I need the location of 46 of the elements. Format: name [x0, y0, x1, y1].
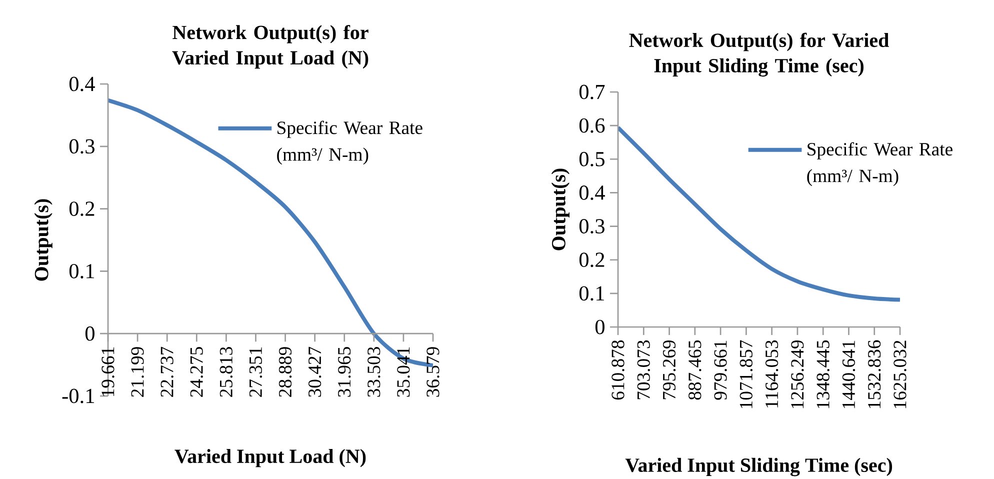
- x-tick-label: 887.465: [688, 340, 702, 400]
- x-tick-label: 22.737: [160, 346, 174, 397]
- y-tick-label: 0.4: [69, 76, 95, 92]
- x-tick-label: 1256.249: [791, 340, 804, 408]
- legend-label: Specific Wear Rate (mm³/ N-m): [807, 142, 952, 186]
- chart-title: Network Output(s) for Varied Input Load (N): [172, 24, 368, 69]
- y-tick-label: -0.1: [62, 388, 94, 404]
- x-tick-label: 21.199: [131, 347, 144, 397]
- y-tick-label: 0: [595, 320, 604, 334]
- y-tick-label: 0.3: [69, 139, 94, 154]
- y-tick-label: 0.1: [579, 286, 604, 301]
- x-tick-label: 27.351: [249, 347, 262, 397]
- x-tick-label: 25.813: [220, 347, 233, 397]
- x-tick-label: 24.275: [190, 347, 203, 397]
- y-tick-label: 0: [85, 326, 94, 341]
- y-tick-label: 0.3: [579, 219, 604, 234]
- x-tick-label: 35.041: [397, 347, 410, 397]
- x-axis-title: Varied Input Sliding Time (sec): [625, 458, 892, 476]
- x-tick-label: 795.269: [662, 340, 676, 400]
- x-tick-label: 979.661: [714, 340, 727, 400]
- y-tick-label: 0.1: [69, 264, 94, 278]
- x-tick-label: 28.889: [278, 347, 292, 397]
- y-tick-label: 0.2: [69, 202, 94, 216]
- y-tick-label: 0.5: [579, 152, 604, 166]
- x-tick-label: 30.427: [308, 346, 322, 397]
- x-tick-label: 703.073: [637, 340, 650, 400]
- legend-label: Specific Wear Rate (mm³/ N-m): [277, 120, 422, 165]
- x-tick-label: 610.878: [612, 340, 624, 400]
- x-tick-label: 1164.053: [765, 340, 778, 408]
- x-tick-label: 1532.836: [868, 340, 881, 408]
- x-tick-label: 36.579: [426, 347, 440, 397]
- y-tick-label: 0.2: [579, 252, 604, 268]
- x-tick-label: 1348.445: [816, 340, 830, 408]
- x-tick-label: 1440.641: [842, 340, 856, 408]
- y-axis-title: Output(s): [34, 199, 52, 281]
- x-axis-title: Varied Input Load (N): [174, 449, 366, 468]
- y-tick-label: 0.4: [579, 185, 605, 200]
- x-tick-label: 19.661: [102, 347, 114, 396]
- x-tick-label: 1625.032: [894, 340, 906, 408]
- x-tick-label: 31.965: [338, 347, 351, 397]
- chart-title: Network Output(s) for Varied Input Sliding Time (sec): [629, 32, 889, 77]
- y-tick-label: 0.7: [579, 84, 605, 100]
- y-axis-title: Output(s): [551, 168, 570, 250]
- x-tick-label: 33.503: [368, 347, 380, 397]
- x-tick-label: 1071.857: [740, 340, 753, 408]
- y-tick-label: 0.6: [579, 118, 605, 133]
